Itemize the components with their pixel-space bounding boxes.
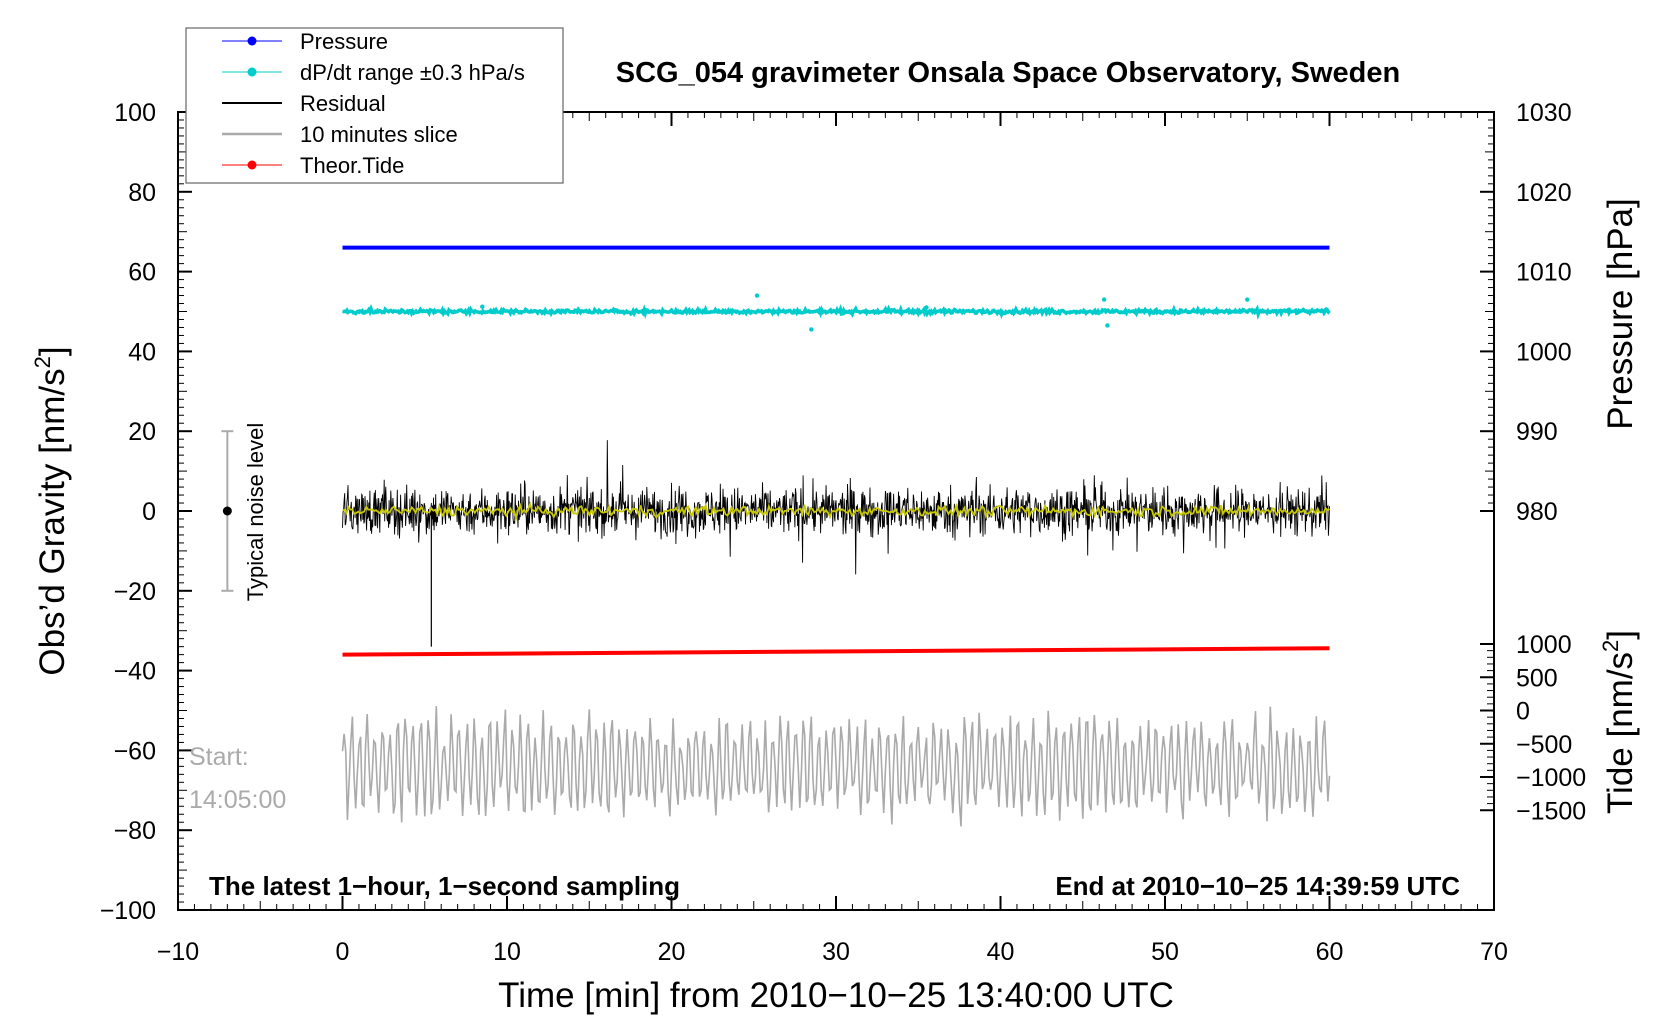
series-layer: [341, 245, 1331, 827]
x-tick-label: 60: [1316, 938, 1344, 966]
ticks-layer: −10 0 10 20 30 40 50 60 70−100−80−60−40−20020406…: [100, 99, 1587, 966]
dpdt-band: [342, 303, 1331, 320]
tide-tick-label: −500: [1516, 731, 1572, 759]
tide-tick-label: 0: [1516, 698, 1530, 726]
pressure-tick-label: 1000: [1516, 338, 1572, 366]
sampling-note: The latest 1−hour, 1−second sampling: [209, 871, 680, 901]
tide-tick-label: −1500: [1516, 797, 1586, 825]
y-tick-label-left: 20: [128, 418, 156, 446]
dpdt-outlier: [1245, 297, 1250, 302]
dpdt-outlier: [924, 305, 929, 310]
noise-level-label: Typical noise level: [243, 423, 268, 602]
legend-box: [185, 27, 564, 184]
start-label: Start:: [189, 743, 249, 771]
x-tick-label: 30: [822, 938, 850, 966]
legend-marker: [247, 67, 257, 77]
x-tick-label: 70: [1480, 938, 1508, 966]
legend-marker: [247, 36, 257, 46]
y-axis-label-pressure: Pressure [hPa]: [1601, 198, 1640, 430]
series-smoothed-residual: [342, 501, 1330, 522]
y-tick-label-left: −100: [100, 897, 156, 925]
start-time: 14:05:00: [189, 786, 286, 814]
y-axis-label-tide: Tide [nm/s2]: [1598, 630, 1640, 814]
x-tick-label: 10: [493, 938, 521, 966]
series-10min-slice: [341, 705, 1331, 827]
pressure-tick-label: 1010: [1516, 259, 1572, 287]
tide-tick-label: 500: [1516, 664, 1558, 692]
x-tick-label: 40: [987, 938, 1015, 966]
y-tick-label-left: 40: [128, 338, 156, 366]
dpdt-outlier: [480, 304, 485, 309]
legend-label: 10 minutes slice: [300, 122, 458, 147]
y-tick-label-left: −80: [114, 817, 156, 845]
x-tick-label: −10: [157, 938, 199, 966]
y-tick-label-left: 0: [142, 498, 156, 526]
series-residual: [342, 440, 1330, 575]
legend-label: Theor.Tide: [300, 153, 404, 178]
chart-title: SCG_054 gravimeter Onsala Space Observat…: [616, 57, 1400, 89]
x-tick-label: 20: [658, 938, 686, 966]
tide-tick-label: 1000: [1516, 631, 1572, 659]
series-dpdt: [342, 293, 1331, 332]
noise-bar-center: [222, 506, 232, 516]
annotation-layer: [221, 430, 234, 592]
legend: Pressure dP/dt range ±0.3 hPa/s Residual 10…: [185, 27, 564, 184]
legend-label: dP/dt range ±0.3 hPa/s: [300, 60, 525, 85]
dpdt-outlier: [1105, 323, 1110, 328]
legend-label: Residual: [300, 91, 386, 116]
x-tick-label: 0: [336, 938, 350, 966]
x-axis-label: Time [min] from 2010−10−25 13:40:00 UTC: [498, 976, 1174, 1015]
legend-marker: [247, 160, 257, 170]
dpdt-outlier: [1101, 297, 1107, 302]
tide-tick-label: −1000: [1516, 764, 1586, 792]
y-tick-label-left: −60: [114, 737, 156, 765]
dpdt-outlier: [809, 327, 814, 332]
y-tick-label-left: −40: [114, 658, 156, 686]
y-tick-label-left: 100: [114, 99, 156, 127]
y-axis-label-left: Obs’d Gravity [nm/s2]: [30, 346, 72, 675]
series-theor-tide: [342, 646, 1330, 657]
x-tick-label: 50: [1151, 938, 1179, 966]
y-tick-label-left: −20: [114, 578, 156, 606]
dpdt-outlier: [754, 293, 760, 298]
legend-label: Pressure: [300, 29, 388, 54]
pressure-tick-label: 1030: [1516, 99, 1572, 127]
pressure-tick-label: 990: [1516, 418, 1558, 446]
pressure-tick-label: 1020: [1516, 179, 1572, 207]
pressure-tick-label: 980: [1516, 498, 1558, 526]
y-tick-label-left: 80: [128, 179, 156, 207]
end-time-note: End at 2010−10−25 14:39:59 UTC: [1055, 871, 1460, 901]
y-tick-label-left: 60: [128, 259, 156, 287]
dpdt-outlier: [1324, 307, 1329, 312]
